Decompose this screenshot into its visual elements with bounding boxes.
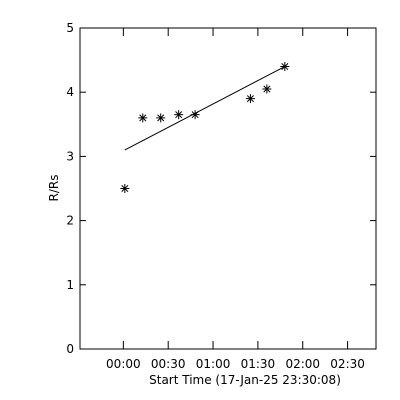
marker-stroke <box>175 111 183 119</box>
y-tick-label: 2 <box>66 214 74 228</box>
x-tick-label: 00:30 <box>151 357 186 371</box>
data-point <box>156 113 166 123</box>
y-axis-label: R/Rs <box>47 175 61 202</box>
data-point <box>245 94 255 104</box>
data-point <box>174 110 184 120</box>
x-tick-label: 00:00 <box>106 357 141 371</box>
y-tick-label: 5 <box>66 21 74 35</box>
plot-frame <box>79 27 377 350</box>
x-axis-label: Start Time (17-Jan-25 23:30:08) <box>149 373 341 387</box>
marker-stroke <box>121 184 129 193</box>
x-tick-label: 02:00 <box>285 357 320 371</box>
y-tick-label: 3 <box>66 149 74 163</box>
data-point <box>262 84 272 94</box>
x-tick-label: 02:30 <box>330 357 365 371</box>
marker-stroke <box>246 95 254 103</box>
marker-stroke <box>139 114 147 122</box>
data-point <box>120 184 130 193</box>
marker-stroke <box>263 85 271 93</box>
x-tick-label: 01:30 <box>241 357 276 371</box>
y-tick-label: 4 <box>66 85 74 99</box>
marker-stroke <box>157 114 165 122</box>
x-tick-label: 01:00 <box>196 357 231 371</box>
y-tick-label: 1 <box>66 278 74 292</box>
fit-line <box>124 66 286 151</box>
y-tick-label: 0 <box>66 342 74 356</box>
data-point <box>138 113 148 123</box>
